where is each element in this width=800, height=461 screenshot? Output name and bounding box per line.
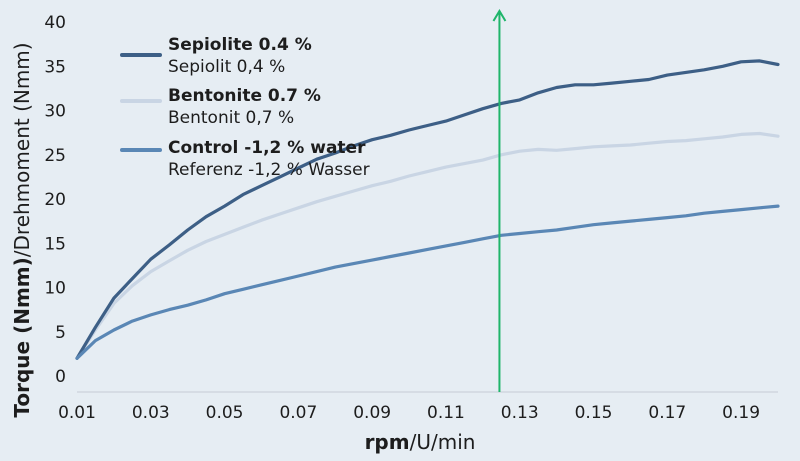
marker — [492, 9, 507, 392]
y-tick-label: 5 — [55, 323, 66, 343]
legend-sublabel-sepiolite: Sepiolit 0,4 % — [168, 57, 285, 77]
y-tick-label: 40 — [44, 13, 66, 33]
series-line-control — [75, 204, 780, 360]
x-tick-label: 0.09 — [353, 403, 391, 423]
y-axis-title: Torque (Nmm)/Drehmoment (Nmm) — [10, 42, 34, 417]
series-line-sepiolite — [75, 59, 780, 360]
y-tick-label: 35 — [44, 57, 66, 77]
x-tick-label: 0.11 — [427, 403, 465, 423]
x-tick-label: 0.19 — [722, 403, 760, 423]
series-lines — [75, 59, 780, 360]
x-axis-title-bold: rpm — [365, 430, 410, 454]
x-axis-title-rest: /U/min — [410, 430, 476, 454]
legend-label-bentonite: Bentonite 0.7 % — [168, 86, 321, 106]
y-tick-label: 30 — [44, 102, 66, 122]
x-tick-label: 0.07 — [279, 403, 317, 423]
x-tick-label: 0.17 — [648, 403, 686, 423]
y-tick-label: 15 — [44, 234, 66, 254]
x-axis-title: rpm/U/min — [365, 430, 476, 454]
series-line-bentonite — [75, 131, 780, 360]
legend-sublabel-control: Referenz -1,2 % Wasser — [168, 160, 370, 180]
marker-arrow-head — [492, 9, 507, 22]
legend-sublabel-bentonite: Bentonit 0,7 % — [168, 108, 294, 128]
y-axis-title-rest: /Drehmoment (Nmm) — [10, 42, 34, 257]
legend-label-control: Control -1,2 % water — [168, 138, 366, 158]
y-tick-label: 25 — [44, 146, 66, 166]
y-axis-title-bold: Torque (Nmm) — [10, 257, 34, 417]
x-tick-label: 0.15 — [575, 403, 613, 423]
y-tick-label: 10 — [44, 279, 66, 299]
x-tick-label: 0.03 — [132, 403, 170, 423]
x-tick-label: 0.05 — [206, 403, 244, 423]
y-tick-label: 0 — [55, 367, 66, 387]
x-tick-label: 0.01 — [58, 403, 96, 423]
y-tick-label: 20 — [44, 190, 66, 210]
tick-labels: 0 5 10 15 20 25 30 35 40 0.01 0.03 0.05 0.07 0.09 0.11… — [44, 13, 760, 423]
legend-label-sepiolite: Sepiolite 0.4 % — [168, 35, 312, 55]
legend: Sepiolite 0.4 % Sepiolit 0,4 % Bentonite… — [120, 35, 370, 180]
x-tick-label: 0.13 — [501, 403, 539, 423]
